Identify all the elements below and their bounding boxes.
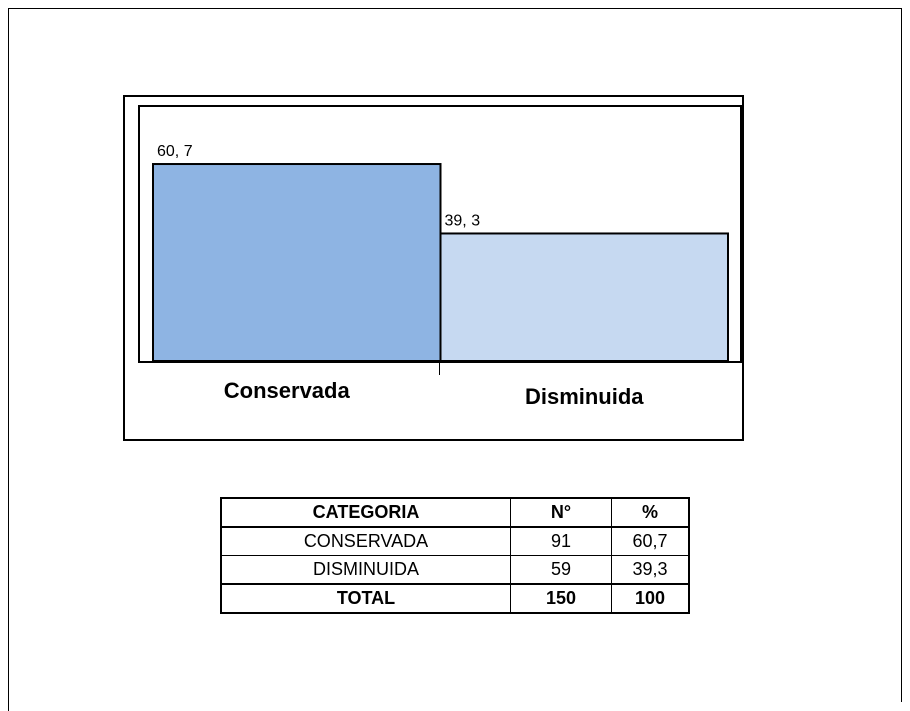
cell: 100 [611,583,690,614]
row: CONSERVADA 91 60,7 [220,526,690,556]
header-cell: CATEGORIA [220,497,511,528]
cell: DISMINUIDA [220,555,511,585]
bars: 60, 7 Conservada 39, 3 Disminuida [152,143,729,409]
chart-border [123,95,744,441]
data-table: CATEGORIA N° % CONSERVADA 91 60,7 DISMIN… [220,497,690,614]
cell: 150 [510,583,612,614]
cell: 60,7 [611,526,690,556]
row: DISMINUIDA 59 39,3 [220,555,690,585]
cell: 59 [510,555,612,585]
bar [152,163,442,362]
category-label: Conservada [224,378,351,403]
category-label: Disminuida [525,384,644,409]
cell: CONSERVADA [220,526,511,556]
data-label: 60, 7 [157,143,193,160]
header-cell: N° [510,497,612,528]
cell: 39,3 [611,555,690,585]
bar [439,232,729,362]
header-row: CATEGORIA N° % [220,497,690,528]
cell: 91 [510,526,612,556]
total-row: TOTAL 150 100 [220,583,690,614]
cell: TOTAL [220,583,511,614]
data-label: 39, 3 [445,212,481,229]
header-cell: % [611,497,690,528]
